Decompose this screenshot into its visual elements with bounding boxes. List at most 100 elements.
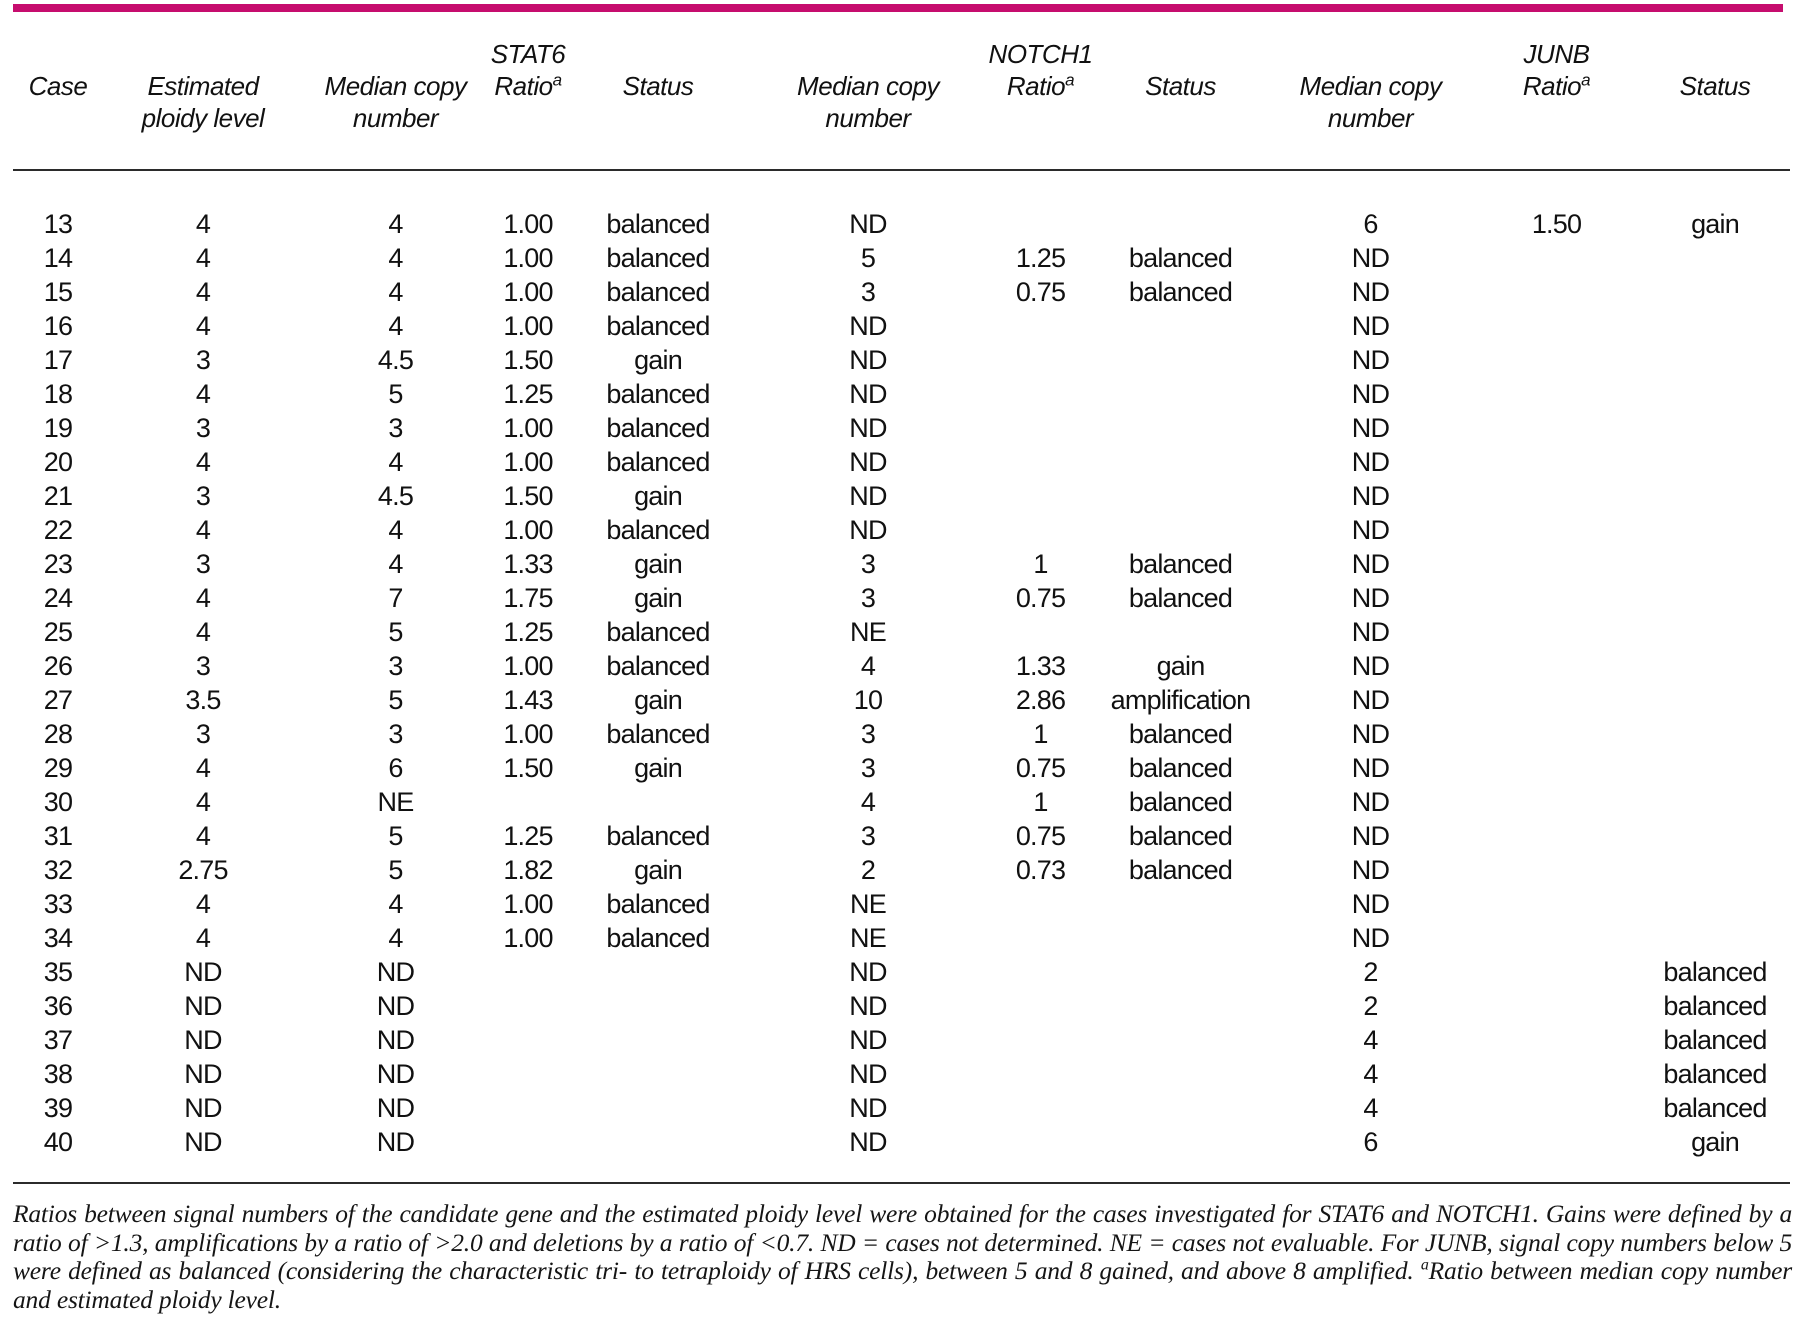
- table-cell: [568, 1023, 748, 1057]
- table-cell: 2.86: [1015, 685, 1066, 715]
- table-cell: 4.5: [377, 345, 414, 375]
- table-cell: [488, 785, 568, 819]
- table-cell: 22: [43, 515, 73, 545]
- sub-blank: [13, 102, 103, 134]
- table-cell: [1640, 547, 1790, 581]
- table-cell: [488, 1125, 568, 1159]
- table-row: 27 3.5 5 1.43 gain 10 2.86 amplification ND: [13, 683, 1790, 717]
- table-cell: ND: [1351, 481, 1390, 511]
- table-cell: 4: [388, 515, 403, 545]
- table-cell: 5: [860, 243, 876, 273]
- table-cell: [1640, 887, 1790, 921]
- footnote-text-main: Ratios between signal numbers of the can…: [13, 1199, 1792, 1285]
- table-cell: [988, 615, 1093, 649]
- table-cell: ND: [184, 991, 222, 1021]
- table-cell: balanced: [606, 651, 710, 681]
- table-cell: [1473, 513, 1640, 547]
- table-cell: 1.25: [1015, 243, 1066, 273]
- table-cell: ND: [849, 1127, 887, 1157]
- table-row: 40 ND ND ND 6 gain: [13, 1125, 1790, 1159]
- table-cell: [988, 887, 1093, 921]
- table-cell: [1640, 445, 1790, 479]
- table-cell: 1.00: [503, 515, 553, 545]
- table-cell: [1640, 853, 1790, 887]
- gene-name-notch1: NOTCH1: [988, 39, 1093, 69]
- header-label-row: Case Estimated Median copy Ratioa Status…: [13, 70, 1790, 102]
- table-cell: gain: [1691, 209, 1740, 239]
- header-case: Case: [28, 71, 88, 101]
- table-cell: [1093, 377, 1268, 411]
- table-cell: 4: [1363, 1093, 1378, 1123]
- table-cell: 1.50: [1531, 209, 1582, 239]
- table-cell: 1.00: [503, 311, 553, 341]
- table-cell: balanced: [1663, 1025, 1767, 1055]
- table-cell: [1473, 887, 1640, 921]
- table-cell: 4: [195, 753, 211, 783]
- table-cell: [1093, 309, 1268, 343]
- table-cell: 3: [860, 549, 876, 579]
- gene-name-junb: JUNB: [1523, 39, 1590, 69]
- table-row: 15 4 4 1.00 balanced 3 0.75 balanced ND: [13, 275, 1790, 309]
- table-cell: gain: [634, 753, 683, 783]
- table-cell: [988, 1023, 1093, 1057]
- header-gene-row: STAT6 NOTCH1 JUNB: [13, 38, 1790, 70]
- table-cell: [1093, 445, 1268, 479]
- table-cell: 20: [43, 447, 73, 477]
- table-cell: [988, 955, 1093, 989]
- table-cell: ND: [849, 1093, 887, 1123]
- table-cell: gain: [1691, 1127, 1740, 1157]
- table-cell: 4: [388, 311, 403, 341]
- table-row: 29 4 6 1.50 gain 3 0.75 balanced ND: [13, 751, 1790, 785]
- table-cell: 4: [195, 277, 211, 307]
- table-cell: [1640, 275, 1790, 309]
- table-cell: [1473, 989, 1640, 1023]
- table-cell: 7: [388, 583, 403, 613]
- table-cell: 1.82: [503, 855, 553, 885]
- table-cell: 4: [195, 889, 211, 919]
- table-cell: 18: [43, 379, 73, 409]
- table-cell: [988, 921, 1093, 955]
- table-cell: 5: [388, 685, 403, 715]
- table-row: 18 4 5 1.25 balanced ND ND: [13, 377, 1790, 411]
- table-cell: [988, 1091, 1093, 1125]
- table-cell: [1473, 343, 1640, 377]
- table-cell: 3: [195, 719, 211, 749]
- gene-blank: [1640, 38, 1790, 70]
- table-cell: [988, 411, 1093, 445]
- table-cell: [568, 785, 748, 819]
- table-cell: [1473, 615, 1640, 649]
- table-cell: 1.25: [503, 379, 553, 409]
- table-cell: [1473, 1125, 1640, 1159]
- table-cell: 25: [43, 617, 73, 647]
- footnote: Ratios between signal numbers of the can…: [13, 1199, 1792, 1314]
- table-cell: ND: [1351, 685, 1390, 715]
- sub-ploidy-level: ploidy level: [141, 103, 265, 133]
- table-cell: balanced: [1128, 719, 1233, 749]
- table-cell: [1640, 819, 1790, 853]
- table-cell: 1: [1033, 549, 1048, 579]
- table-cell: 3: [195, 413, 211, 443]
- table-cell: 30: [43, 787, 73, 817]
- table-row: 38 ND ND ND 4 balanced: [13, 1057, 1790, 1091]
- table-cell: [568, 1057, 748, 1091]
- table-cell: 0.75: [1015, 753, 1066, 783]
- table-cell: 0.75: [1015, 821, 1066, 851]
- table-cell: 16: [43, 311, 73, 341]
- table-cell: balanced: [606, 923, 710, 953]
- gene-blank: [1268, 38, 1473, 70]
- table-cell: [488, 955, 568, 989]
- table-cell: 4: [388, 447, 403, 477]
- table-cell: 3: [195, 651, 211, 681]
- gene-blank: [103, 38, 303, 70]
- table-row: 32 2.75 5 1.82 gain 2 0.73 balanced ND: [13, 853, 1790, 887]
- table-cell: 6: [1363, 209, 1378, 239]
- table-cell: [1093, 955, 1268, 989]
- table-cell: [988, 309, 1093, 343]
- table-cell: [988, 445, 1093, 479]
- header-median-copy-notch1: Median copy: [797, 71, 939, 101]
- table-cell: ND: [184, 1127, 222, 1157]
- table-cell: 31: [43, 821, 73, 851]
- table-cell: NE: [377, 787, 415, 817]
- table-cell: [988, 479, 1093, 513]
- table-cell: ND: [1351, 855, 1390, 885]
